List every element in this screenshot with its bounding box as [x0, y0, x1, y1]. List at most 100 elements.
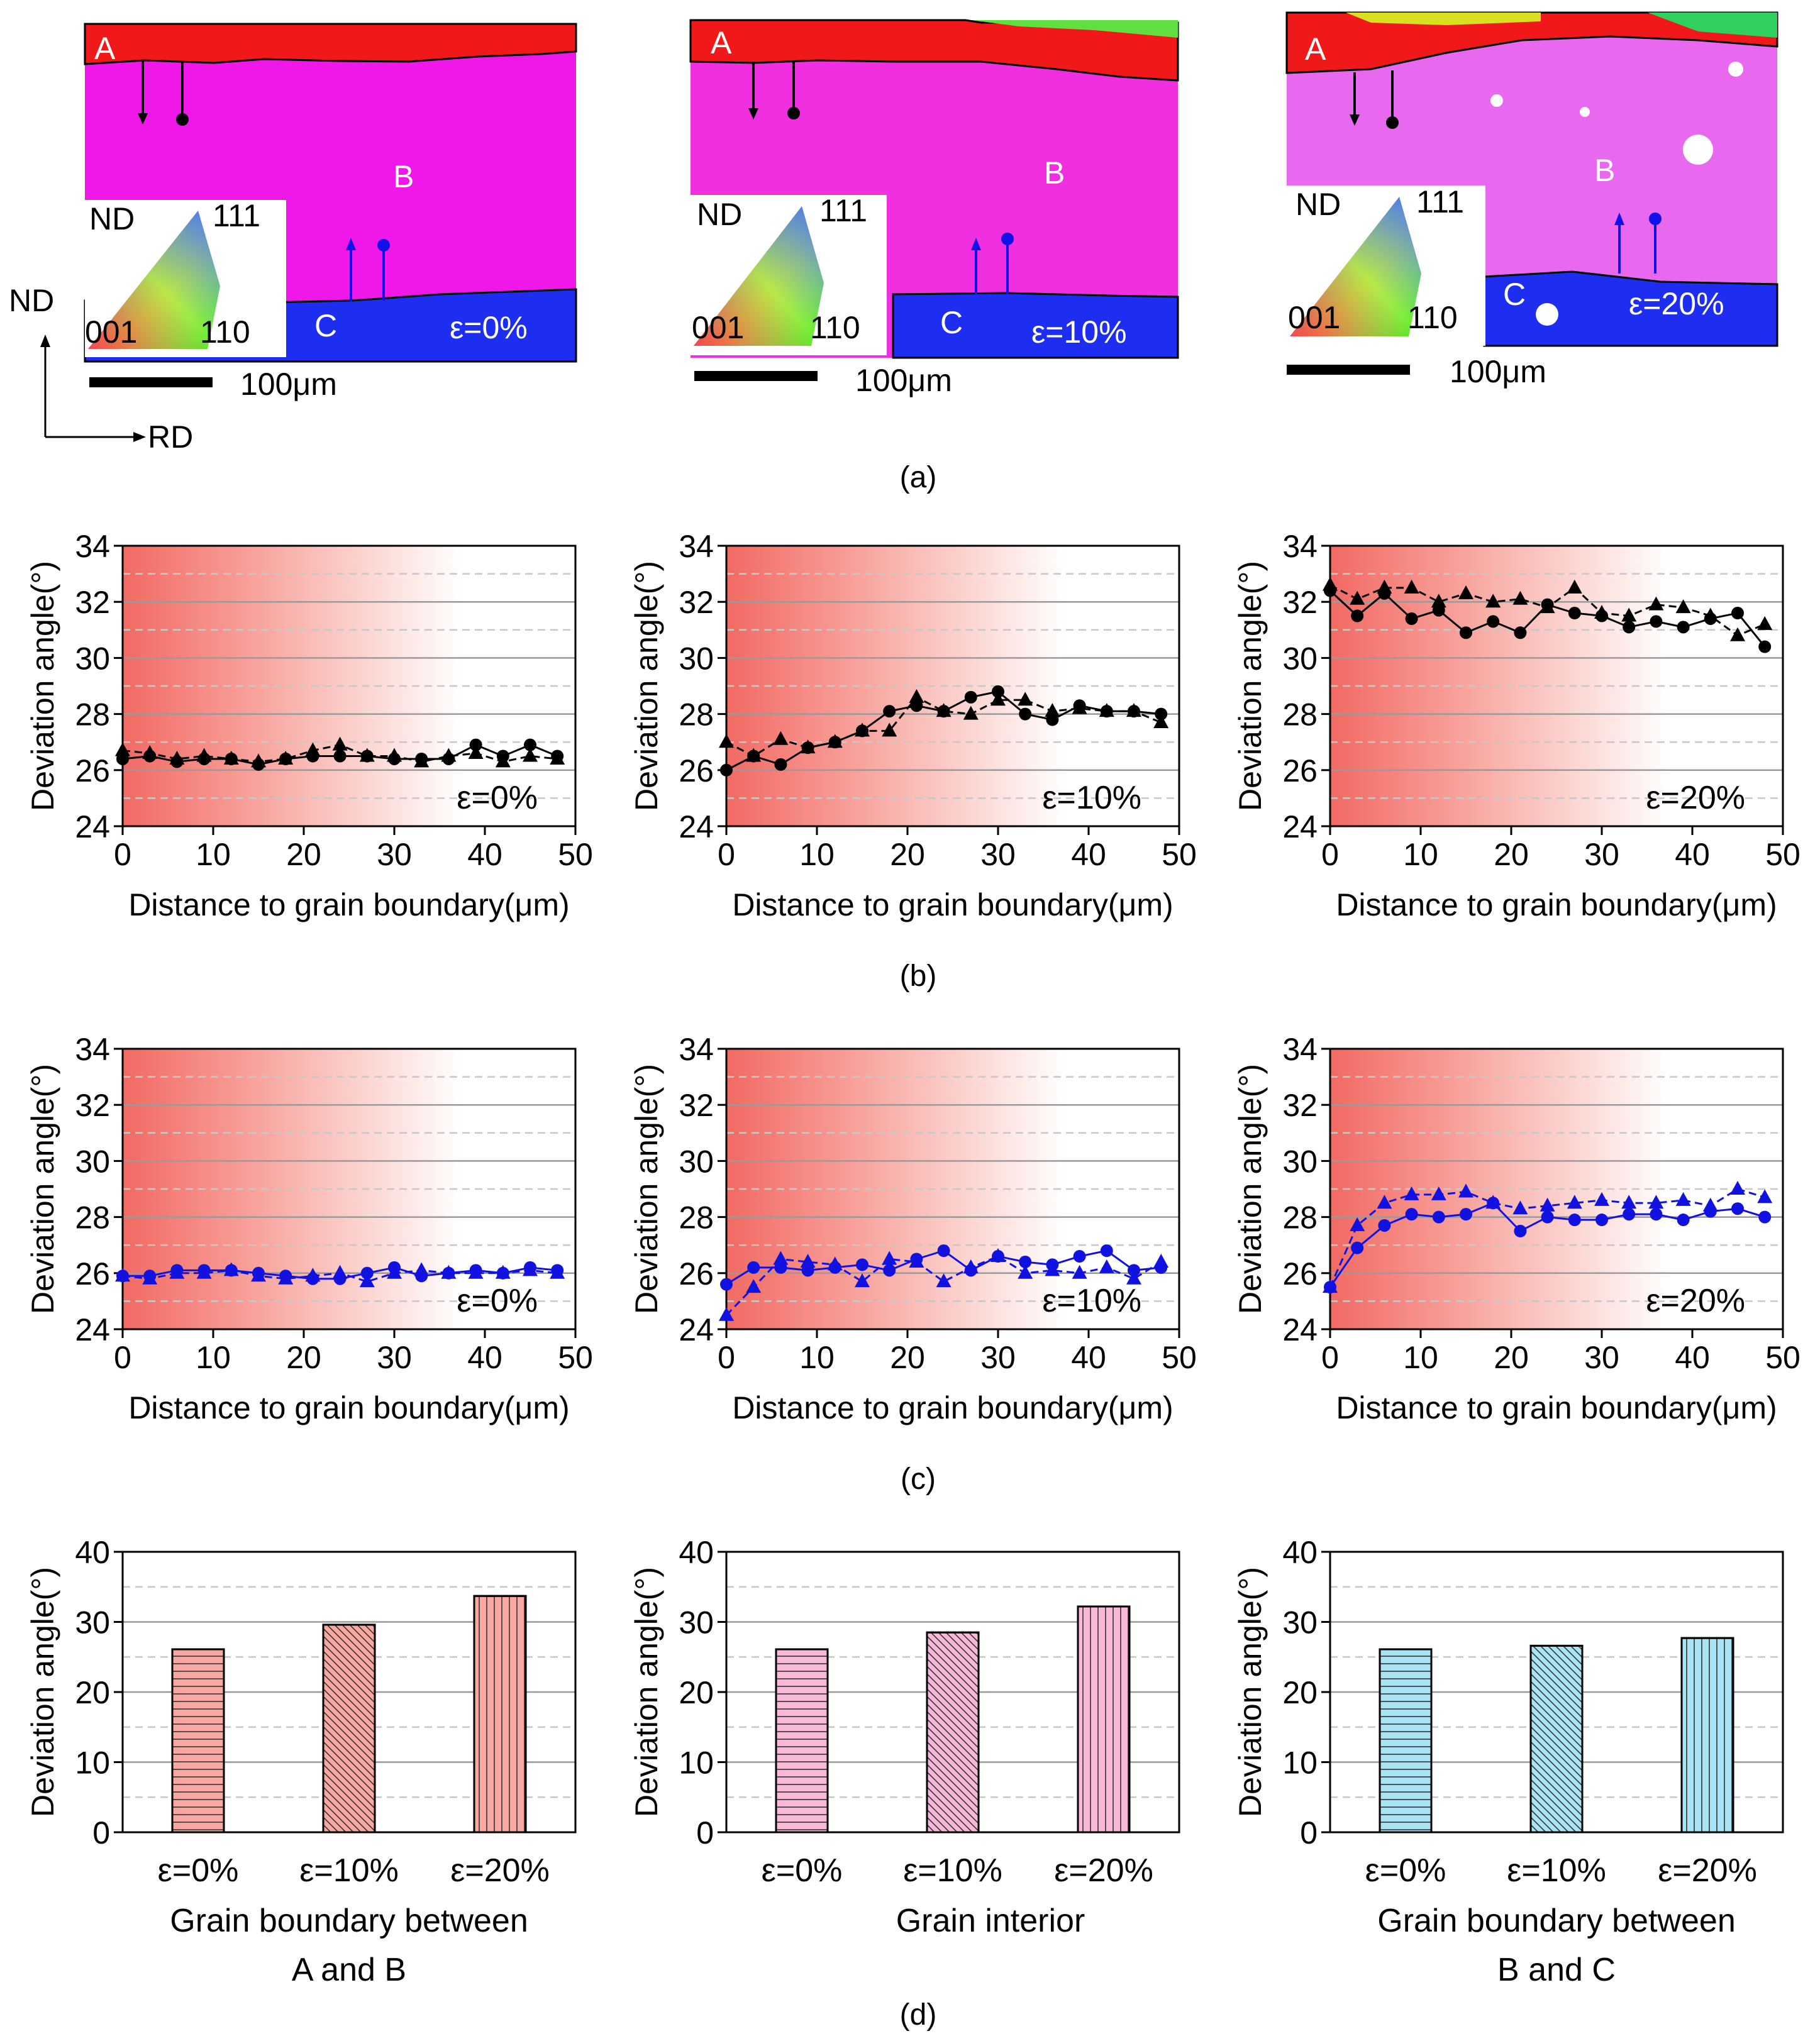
x-tick-label: 50	[558, 1340, 593, 1375]
data-point-triangle	[1567, 579, 1582, 594]
grain-label-a: A	[94, 31, 116, 66]
y-tick-label: 28	[1282, 1200, 1318, 1236]
data-point-triangle	[800, 1253, 816, 1268]
y-tick-label: 20	[1282, 1675, 1318, 1710]
legend-nd: ND	[89, 201, 135, 236]
y-tick-label: 0	[92, 1815, 110, 1850]
data-point-circle	[1568, 607, 1581, 620]
data-point-triangle	[523, 748, 538, 762]
data-point-circle	[883, 705, 896, 718]
data-point-triangle	[1648, 596, 1664, 611]
data-point-circle	[1019, 1255, 1032, 1268]
data-point-circle	[1677, 1214, 1690, 1227]
line-chart-0: 24 26 28 30 32 34 Deviation angle(°) 0 10 20 30 40 5…	[25, 529, 593, 922]
x-tick-label: 50	[1765, 837, 1801, 872]
y-tick-label: 24	[75, 1312, 110, 1347]
data-point-triangle	[1099, 703, 1114, 717]
category-label: ε=20%	[1054, 1852, 1153, 1889]
x-tick-label: 10	[1403, 837, 1438, 872]
plot-frame	[121, 1048, 577, 1330]
y-tick-label: 24	[679, 1312, 714, 1347]
scale-bar	[694, 371, 818, 381]
plot-frame	[1329, 1048, 1784, 1330]
data-point-circle	[1019, 707, 1032, 721]
x-axis-label: Distance to grain boundary(μm)	[1336, 887, 1777, 922]
data-point-triangle	[223, 1262, 239, 1276]
data-point-circle	[1487, 615, 1500, 628]
strain-label: ε=0%	[450, 310, 528, 345]
data-point-triangle	[1594, 1192, 1609, 1206]
data-point-triangle	[936, 1273, 952, 1288]
data-point-circle	[883, 1264, 896, 1277]
panel-label-a: (a)	[900, 461, 937, 494]
data-point-circle	[360, 1266, 374, 1280]
x-tick-label: 20	[1494, 837, 1529, 872]
category-label: ε=0%	[762, 1852, 843, 1889]
x-axis-label: Distance to grain boundary(μm)	[128, 1390, 569, 1425]
y-tick-label: 30	[1282, 1144, 1318, 1179]
data-point-triangle	[468, 745, 484, 760]
data-point-triangle	[1594, 605, 1609, 619]
data-point-triangle	[1350, 1217, 1365, 1231]
y-tick-label: 34	[75, 1032, 110, 1067]
data-point-circle	[1514, 626, 1527, 639]
data-point-triangle	[1757, 616, 1773, 630]
data-point-circle	[524, 738, 536, 751]
legend-nd: ND	[697, 197, 742, 232]
data-point-circle	[1460, 1208, 1472, 1221]
x-axis-label: Grain boundary between	[170, 1903, 528, 1939]
y-tick-label: 30	[1282, 1605, 1318, 1640]
x-tick-label: 0	[718, 1340, 735, 1375]
strain-annotation: ε=20%	[1646, 780, 1745, 816]
strain-label: ε=20%	[1629, 286, 1724, 321]
x-tick-label: 10	[799, 1340, 835, 1375]
data-point-circle	[1731, 607, 1744, 620]
x-tick-label: 30	[377, 837, 412, 872]
data-point-triangle	[305, 742, 321, 756]
data-point-triangle	[1485, 1195, 1501, 1209]
x-tick-label: 40	[1071, 837, 1106, 872]
y-tick-label: 30	[75, 1605, 110, 1640]
data-point-triangle	[1323, 1279, 1338, 1293]
strain-annotation: ε=10%	[1042, 780, 1141, 816]
data-point-triangle	[1702, 1197, 1718, 1212]
category-label: ε=10%	[903, 1852, 1002, 1889]
y-tick-label: 26	[679, 1256, 714, 1292]
y-axis-label: Deviation angle(°)	[629, 1567, 664, 1817]
data-point-triangle	[1018, 692, 1033, 706]
data-point-triangle	[1126, 1270, 1141, 1285]
data-point-circle	[1677, 621, 1690, 634]
data-point-circle	[333, 749, 347, 763]
data-point-circle	[1405, 1208, 1418, 1221]
x-tick-label: 10	[196, 1340, 231, 1375]
y-axis-label: Deviation angle(°)	[1233, 561, 1268, 811]
x-tick-label: 0	[718, 837, 735, 872]
category-label: ε=0%	[158, 1852, 239, 1889]
data-point-circle	[1731, 1202, 1744, 1215]
data-point-triangle	[387, 748, 402, 762]
data-point-triangle	[1675, 1192, 1691, 1206]
ebsd-map-0: A B C ε=0% ND 111 001 110 100μm	[84, 23, 577, 402]
y-tick-label: 32	[679, 585, 714, 620]
y-tick-label: 34	[679, 529, 714, 564]
y-tick-label: 28	[1282, 697, 1318, 733]
bar-pattern	[322, 1623, 376, 1834]
data-point-triangle	[1621, 607, 1637, 622]
data-point-triangle	[251, 753, 266, 768]
data-point-triangle	[746, 1279, 762, 1293]
x-tick-label: 30	[377, 1340, 412, 1375]
data-point-triangle	[223, 750, 239, 765]
data-point-triangle	[523, 1262, 538, 1276]
axes-indicator: ND RD	[9, 283, 193, 455]
y-tick-label: 26	[679, 753, 714, 788]
data-point-triangle	[495, 753, 511, 768]
data-point-triangle	[882, 722, 897, 737]
scale-label: 100μm	[1450, 354, 1546, 389]
panel-label-d: (d)	[900, 1998, 937, 2032]
data-point-triangle	[746, 748, 762, 762]
line-chart-1: 24 26 28 30 32 34 Deviation angle(°) 0 10 20 30 40 5…	[629, 529, 1197, 922]
x-tick-label: 30	[980, 837, 1016, 872]
line-chart-2: 24 26 28 30 32 34 Deviation angle(°) 0 10 20 30 40 5…	[1233, 529, 1801, 922]
data-point-triangle	[1730, 1181, 1745, 1195]
data-point-triangle	[1621, 1195, 1637, 1209]
